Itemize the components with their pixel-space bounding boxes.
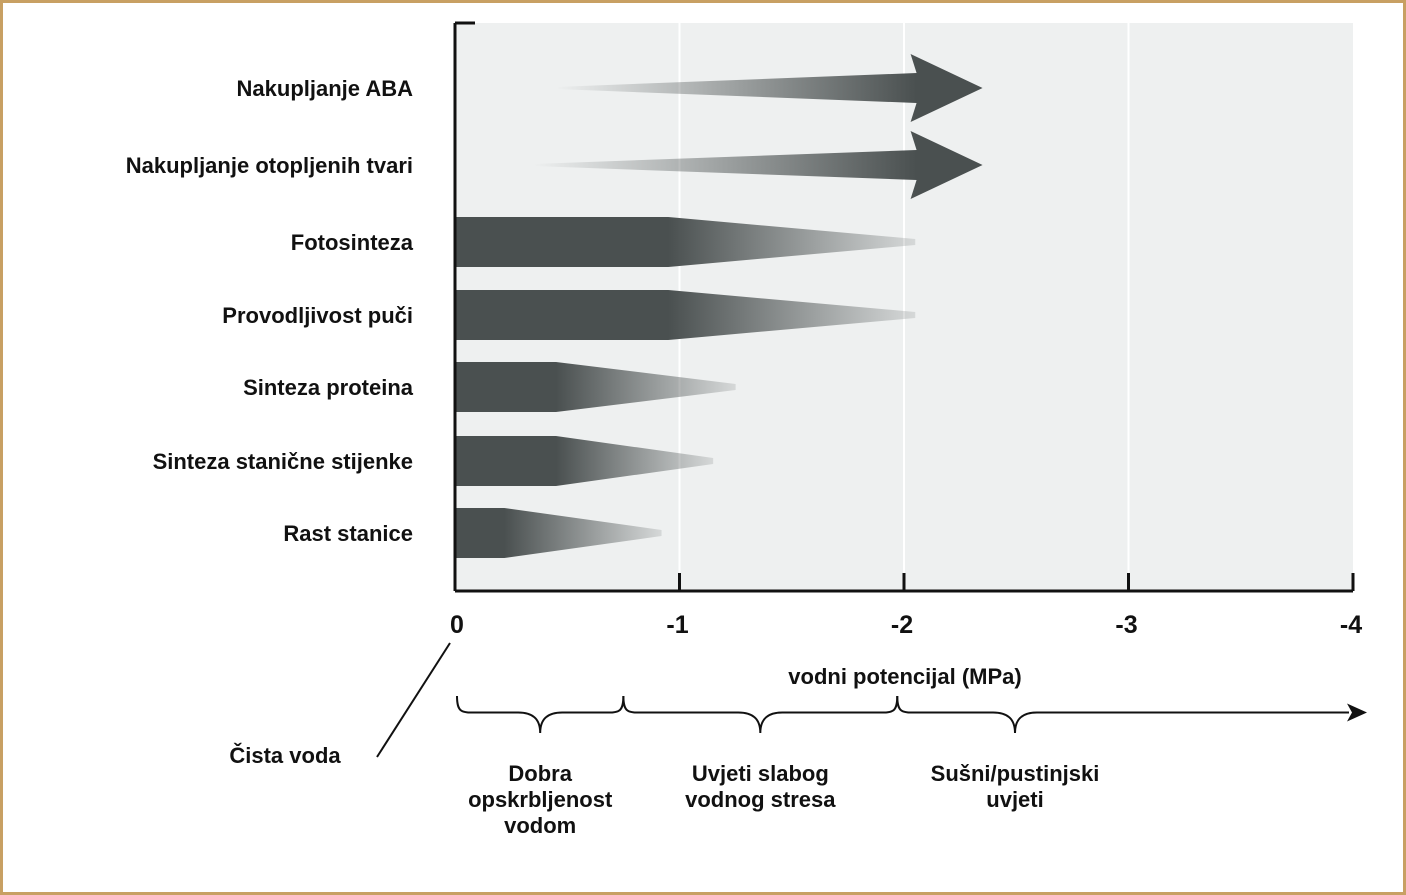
zone-arid-label: Sušni/pustinjski	[931, 761, 1100, 786]
zone-good-supply-label: Dobra	[508, 761, 572, 786]
process-label: Nakupljanje otopljenih tvari	[126, 153, 413, 178]
zero-pointer-line	[376, 642, 451, 758]
process-bar	[455, 508, 662, 558]
x-tick-label: -4	[1340, 611, 1362, 639]
x-tick-label: -2	[891, 611, 913, 639]
process-bar	[455, 362, 736, 412]
process-bar	[455, 436, 714, 486]
x-tick-label: -1	[666, 611, 688, 639]
zone-mild-stress-label: Uvjeti slabog	[692, 761, 829, 786]
zone-good-supply-brace	[456, 695, 625, 734]
zone-good-supply-label: vodom	[504, 813, 576, 838]
zone-arid-label: uvjeti	[986, 787, 1043, 812]
process-bar	[455, 217, 916, 267]
water-potential-diagram: Nakupljanje ABA Nakupljanje otopljenih tv…	[126, 21, 1367, 838]
process-label: Rast stanice	[283, 521, 413, 546]
process-label: Sinteza stanične stijenke	[153, 449, 413, 474]
process-label: Fotosinteza	[291, 230, 414, 255]
process-label: Provodljivost puči	[222, 303, 413, 328]
zone-mild-stress-brace	[622, 695, 899, 734]
zone-mild-stress-label: vodnog stresa	[685, 787, 836, 812]
process-bar	[455, 290, 916, 340]
x-direction-arrowhead	[1347, 703, 1367, 722]
process-label: Nakupljanje ABA	[237, 76, 414, 101]
x-axis-title: vodni potencijal (MPa)	[788, 664, 1021, 689]
x-tick-label: 0	[450, 611, 464, 639]
zone-good-supply-label: opskrbljenost	[468, 787, 613, 812]
x-tick-label: -3	[1115, 611, 1137, 639]
process-arrow	[533, 131, 983, 199]
zero-annotation: Čista voda	[229, 743, 341, 768]
process-label: Sinteza proteina	[243, 375, 414, 400]
process-arrow	[556, 54, 983, 122]
zone-arid-brace	[896, 695, 1349, 734]
